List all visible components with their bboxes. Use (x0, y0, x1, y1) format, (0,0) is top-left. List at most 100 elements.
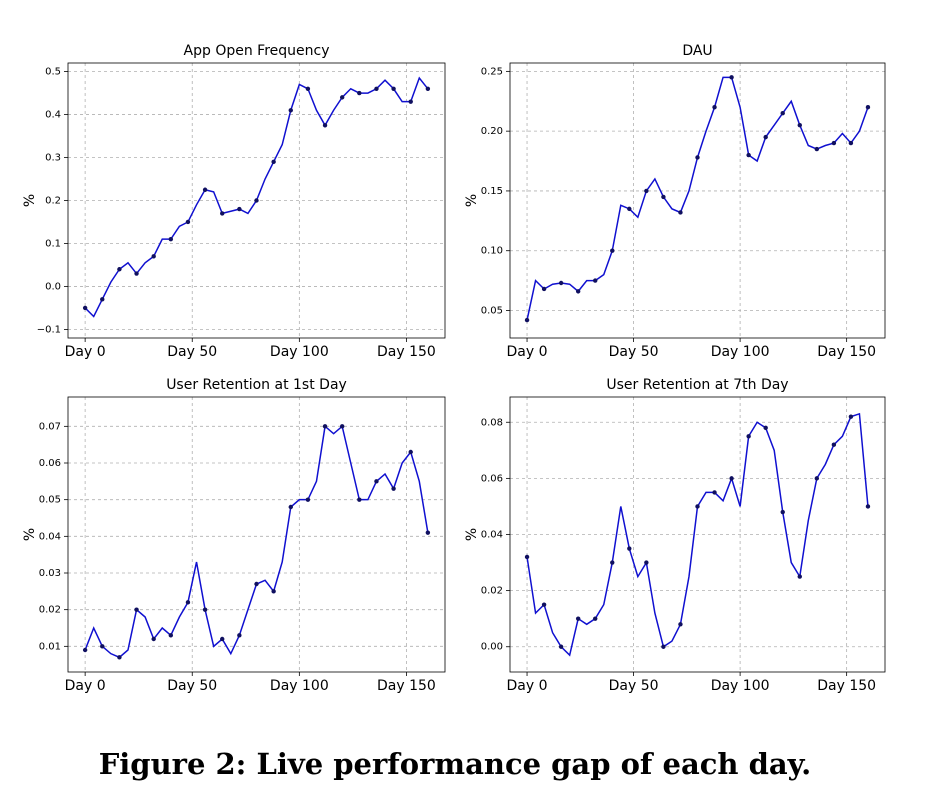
y-tick-label: 0.25 (481, 66, 503, 77)
subplot: App Open Frequency% −0.1 0.0 0.1 0.2 0.3 0.4 0.… (22, 43, 446, 360)
data-line (84, 424, 429, 659)
data-point (746, 152, 751, 158)
y-axis-label: % (22, 194, 38, 207)
data-point (831, 140, 837, 146)
data-point (797, 574, 802, 579)
x-tick-label: Day 150 (377, 344, 436, 360)
data-point (168, 633, 174, 638)
x-tick-label: Day 100 (711, 678, 770, 694)
data-point (100, 297, 105, 302)
data-point (541, 286, 547, 292)
y-axis-label: % (464, 194, 480, 207)
data-point (575, 289, 581, 294)
x-tick-label: Day 100 (270, 678, 329, 694)
data-point (391, 486, 396, 491)
data-point (763, 425, 768, 431)
y-tick-label: −0.1 (37, 324, 61, 335)
data-point (678, 622, 683, 627)
subplot: DAU% 0.05 0.10 0.15 0.20 0.25 Day 0 Day 50 Day 1… (464, 43, 886, 360)
data-point (695, 504, 700, 509)
data-point (524, 554, 530, 560)
y-tick-label: 0.01 (39, 641, 61, 652)
data-point (865, 504, 871, 509)
x-tick-label: Day 50 (609, 678, 659, 694)
data-point (610, 560, 615, 565)
y-tick-label: 0.2 (45, 196, 61, 207)
y-axis-label: % (22, 528, 38, 541)
data-point (848, 140, 854, 146)
data-point (237, 633, 242, 638)
data-point (695, 155, 700, 160)
y-tick-label: 0.00 (481, 642, 503, 653)
x-tick-label: Day 50 (167, 678, 217, 694)
data-point (729, 75, 734, 80)
y-tick-label: 0.04 (481, 530, 503, 541)
data-point (425, 530, 431, 535)
y-tick-label: 0.5 (45, 67, 61, 78)
data-point (151, 636, 156, 642)
data-point (117, 655, 122, 660)
data-point (305, 86, 311, 91)
data-point (661, 644, 666, 649)
data-point (593, 616, 598, 621)
data-point (661, 194, 666, 200)
subplot: User Retention at 7th Day% 0.00 0.02 0.04 0.… (464, 377, 886, 694)
data-point (82, 305, 88, 311)
y-tick-label: 0.03 (39, 568, 61, 579)
data-point (305, 497, 311, 502)
x-tick-label: Day 0 (65, 344, 106, 360)
y-tick-label: 0.08 (481, 417, 503, 428)
data-point (780, 509, 785, 515)
data-point (712, 105, 717, 110)
data-point (254, 198, 259, 203)
data-point (185, 219, 191, 225)
axes-frame (509, 396, 886, 673)
data-point (220, 636, 225, 642)
data-point (82, 647, 88, 653)
x-tick-label: Day 100 (270, 344, 329, 360)
y-tick-label: 0.06 (39, 458, 61, 469)
data-point (712, 490, 717, 495)
x-tick-label: Day 0 (507, 678, 548, 694)
data-point (814, 146, 820, 152)
x-tick-label: Day 50 (609, 344, 659, 360)
data-point (644, 188, 649, 194)
x-tick-label: Day 0 (507, 344, 548, 360)
data-point (254, 581, 259, 587)
y-tick-label: 0.02 (39, 605, 61, 616)
data-point (339, 424, 345, 429)
data-point (865, 105, 871, 110)
data-point (678, 210, 683, 215)
y-tick-label: 0.02 (481, 586, 503, 597)
y-tick-label: 0.07 (39, 421, 61, 432)
data-point (627, 206, 632, 212)
data-point (558, 280, 564, 286)
figure-caption: Figure 2: Live performance gap of each d… (99, 747, 812, 781)
data-point (134, 271, 139, 276)
data-point (848, 414, 854, 419)
x-tick-label: Day 150 (377, 678, 436, 694)
axes-frame (67, 396, 446, 673)
data-point (814, 476, 820, 481)
subplot-title: DAU (682, 43, 712, 59)
data-point (202, 187, 208, 192)
data-point (322, 424, 328, 429)
data-point (408, 99, 413, 104)
axes-frame (509, 62, 886, 339)
data-point (575, 616, 581, 621)
data-point (780, 111, 785, 116)
data-point (151, 254, 156, 259)
subplot: User Retention at 1st Day% 0.01 0.02 0.03 0.… (22, 377, 446, 694)
data-point (220, 211, 225, 216)
y-tick-label: 0.4 (45, 110, 61, 121)
data-point (168, 236, 174, 242)
data-point (524, 317, 530, 323)
data-point (322, 123, 328, 128)
data-point (763, 134, 768, 140)
data-point (271, 159, 276, 165)
data-point (185, 600, 191, 605)
x-tick-label: Day 0 (65, 678, 106, 694)
x-tick-label: Day 150 (817, 344, 876, 360)
data-point (391, 86, 396, 91)
